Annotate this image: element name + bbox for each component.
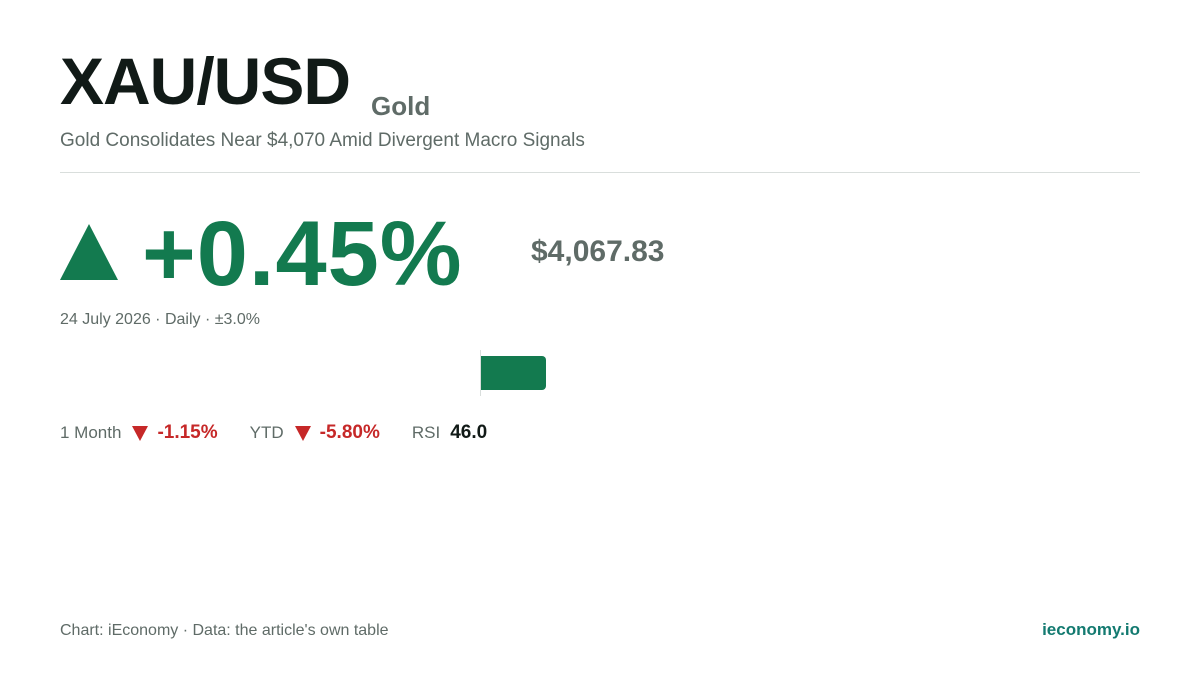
ticker-symbol: XAU/USD — [60, 44, 351, 118]
triangle-down-icon — [294, 425, 311, 441]
stats-row: 1 Month -1.15% YTD -5.80% RSI 46.0 — [60, 422, 487, 445]
date-period-meta: 24 July 2026 · Daily · ±3.0% — [60, 311, 260, 328]
month-change: -1.15% — [157, 422, 218, 443]
change-bar — [481, 356, 546, 390]
daily-change-percent: +0.45% — [142, 203, 463, 305]
month-label: 1 Month — [60, 423, 122, 443]
headline: Gold Consolidates Near $4,070 Amid Diver… — [60, 130, 585, 151]
change-bar-axis — [480, 350, 481, 396]
asset-name: Gold — [371, 91, 431, 121]
ytd-change: -5.80% — [319, 422, 380, 443]
ytd-label: YTD — [249, 423, 284, 443]
footer-credit: Chart: iEconomy · Data: the article's ow… — [60, 622, 389, 639]
current-price: $4,067.83 — [531, 235, 665, 268]
rsi-label: RSI — [411, 423, 441, 443]
brand-link[interactable]: ieconomy.io — [1042, 620, 1140, 639]
triangle-down-icon — [132, 425, 149, 441]
triangle-up-icon — [60, 224, 118, 280]
divider — [60, 172, 1140, 173]
rsi-value: 46.0 — [450, 422, 488, 443]
